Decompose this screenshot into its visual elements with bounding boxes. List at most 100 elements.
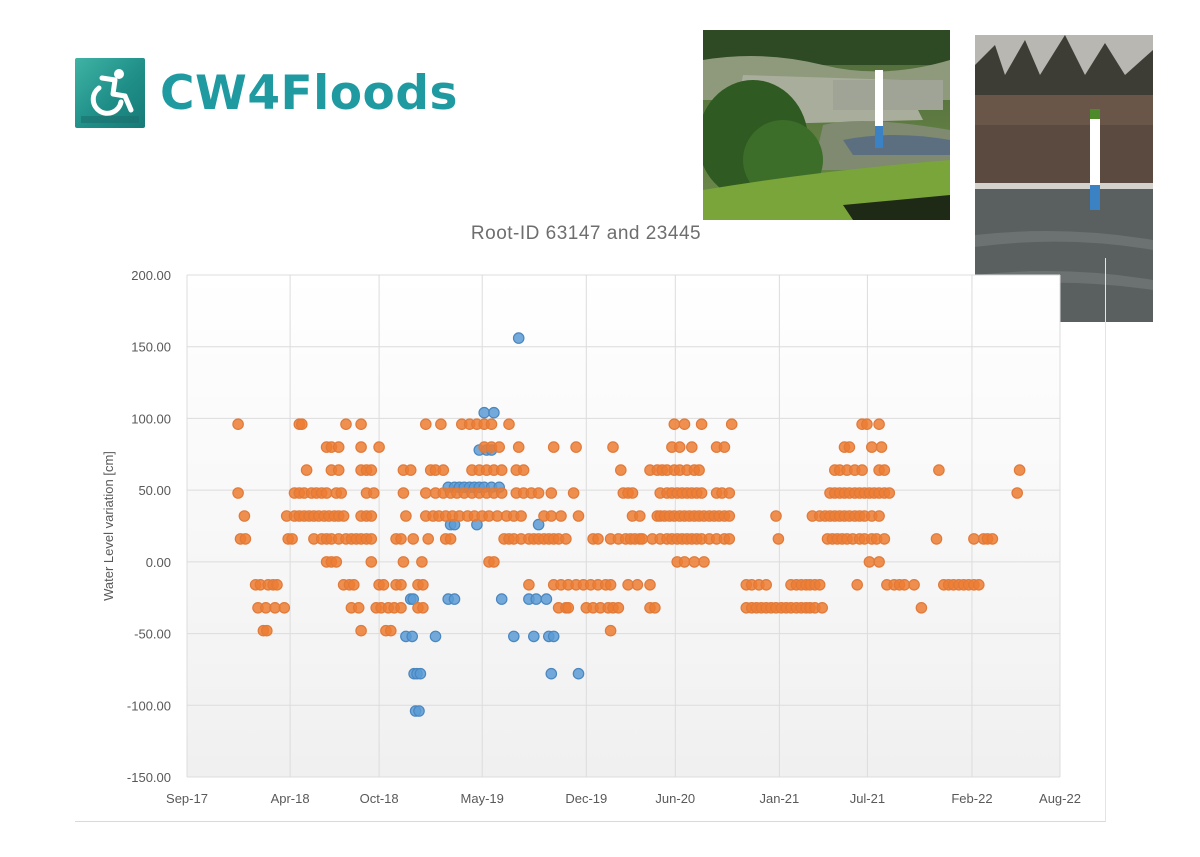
data-point-orange	[485, 418, 498, 430]
data-point-orange	[517, 464, 530, 476]
data-point-orange	[232, 418, 244, 430]
data-point-orange	[503, 418, 515, 430]
data-point-orange	[407, 533, 419, 545]
x-tick-label: May-19	[461, 791, 504, 806]
y-tick-label: 200.00	[131, 268, 171, 283]
plot-area	[187, 275, 1060, 777]
data-point-blue	[407, 593, 419, 605]
x-tick-label: Jun-20	[655, 791, 695, 806]
data-point-orange	[668, 418, 681, 430]
data-point-orange	[395, 578, 407, 591]
data-point-orange	[693, 464, 705, 476]
data-point-orange	[395, 601, 407, 614]
data-point-orange	[238, 510, 251, 522]
scatter-chart: -150.00 -100.00 -50.00 0.00 50.00 100.00 150.0…	[101, 268, 1081, 806]
data-point-orange	[813, 578, 826, 591]
data-point-orange	[367, 487, 380, 499]
data-point-orange	[695, 487, 708, 499]
data-point-orange	[723, 533, 736, 545]
data-point-orange	[695, 418, 708, 430]
data-point-orange	[723, 487, 736, 499]
data-point-orange	[365, 556, 378, 568]
x-tick-label: Oct-18	[360, 791, 399, 806]
data-point-orange	[644, 578, 656, 591]
data-point-orange	[883, 487, 896, 499]
data-point-orange	[968, 533, 980, 545]
y-tick-label: -150.00	[127, 770, 171, 785]
y-tick-label: -100.00	[127, 698, 171, 713]
data-point-orange	[1013, 464, 1026, 476]
data-point-blue	[512, 332, 525, 344]
brand-title: CW4Floods	[160, 66, 458, 121]
data-point-orange	[397, 556, 410, 568]
data-point-orange	[340, 418, 352, 430]
chart-title: Root-ID 63147 and 23445	[470, 223, 702, 244]
data-point-orange	[495, 487, 508, 499]
river-photo-summer	[703, 30, 950, 220]
data-point-orange	[861, 418, 873, 430]
data-point-blue	[478, 406, 490, 419]
cw4floods-logo	[75, 58, 145, 128]
data-point-orange	[631, 578, 644, 591]
data-point-orange	[545, 487, 558, 499]
data-point-orange	[300, 464, 313, 476]
data-point-orange	[725, 418, 738, 430]
data-point-orange	[873, 510, 885, 522]
data-point-orange	[1011, 487, 1023, 499]
x-tick-label: Apr-18	[271, 791, 310, 806]
data-point-orange	[592, 533, 604, 545]
data-point-orange	[878, 533, 891, 545]
data-point-orange	[930, 533, 943, 545]
data-point-orange	[873, 556, 885, 568]
data-point-orange	[604, 578, 617, 591]
data-point-orange	[417, 601, 429, 614]
data-point-orange	[572, 510, 585, 522]
data-point-orange	[555, 510, 567, 522]
data-point-orange	[649, 601, 661, 614]
data-point-orange	[444, 533, 457, 545]
data-point-orange	[232, 487, 244, 499]
data-point-orange	[604, 624, 617, 637]
data-point-blue	[547, 630, 560, 643]
data-point-orange	[330, 556, 343, 568]
data-point-orange	[400, 510, 412, 522]
data-point-orange	[239, 533, 252, 545]
data-point-orange	[614, 464, 627, 476]
data-point-orange	[863, 556, 876, 568]
data-point-orange	[626, 487, 639, 499]
data-point-orange	[417, 578, 429, 591]
data-point-blue	[530, 593, 542, 605]
data-point-orange	[685, 441, 698, 453]
data-point-orange	[493, 441, 505, 453]
data-point-orange	[878, 464, 891, 476]
data-point-orange	[373, 441, 385, 453]
data-point-orange	[365, 533, 378, 545]
data-point-orange	[532, 487, 545, 499]
data-point-orange	[335, 487, 347, 499]
data-point-orange	[332, 441, 345, 453]
data-point-orange	[636, 533, 648, 545]
data-point-blue	[413, 705, 425, 717]
data-point-orange	[512, 441, 525, 453]
y-tick-label: 0.00	[146, 555, 171, 570]
data-point-orange	[770, 510, 782, 522]
data-point-blue	[532, 518, 545, 531]
chart-frame: -150.00 -100.00 -50.00 0.00 50.00 100.00 150.0…	[75, 258, 1106, 822]
data-point-orange	[422, 533, 434, 545]
data-point-orange	[384, 624, 397, 637]
data-point-orange	[332, 464, 345, 476]
data-point-orange	[271, 578, 283, 591]
data-point-orange	[337, 510, 350, 522]
data-point-blue	[495, 593, 508, 605]
y-tick-label: 100.00	[131, 411, 171, 426]
data-point-orange	[377, 578, 390, 591]
data-point-orange	[286, 533, 298, 545]
data-point-orange	[278, 601, 291, 614]
data-point-orange	[875, 441, 888, 453]
y-tick-label: 150.00	[131, 340, 171, 355]
data-point-orange	[435, 418, 447, 430]
y-tick-label: 50.00	[138, 483, 171, 498]
data-point-orange	[816, 601, 828, 614]
data-point-blue	[429, 630, 442, 643]
data-point-orange	[567, 487, 580, 499]
